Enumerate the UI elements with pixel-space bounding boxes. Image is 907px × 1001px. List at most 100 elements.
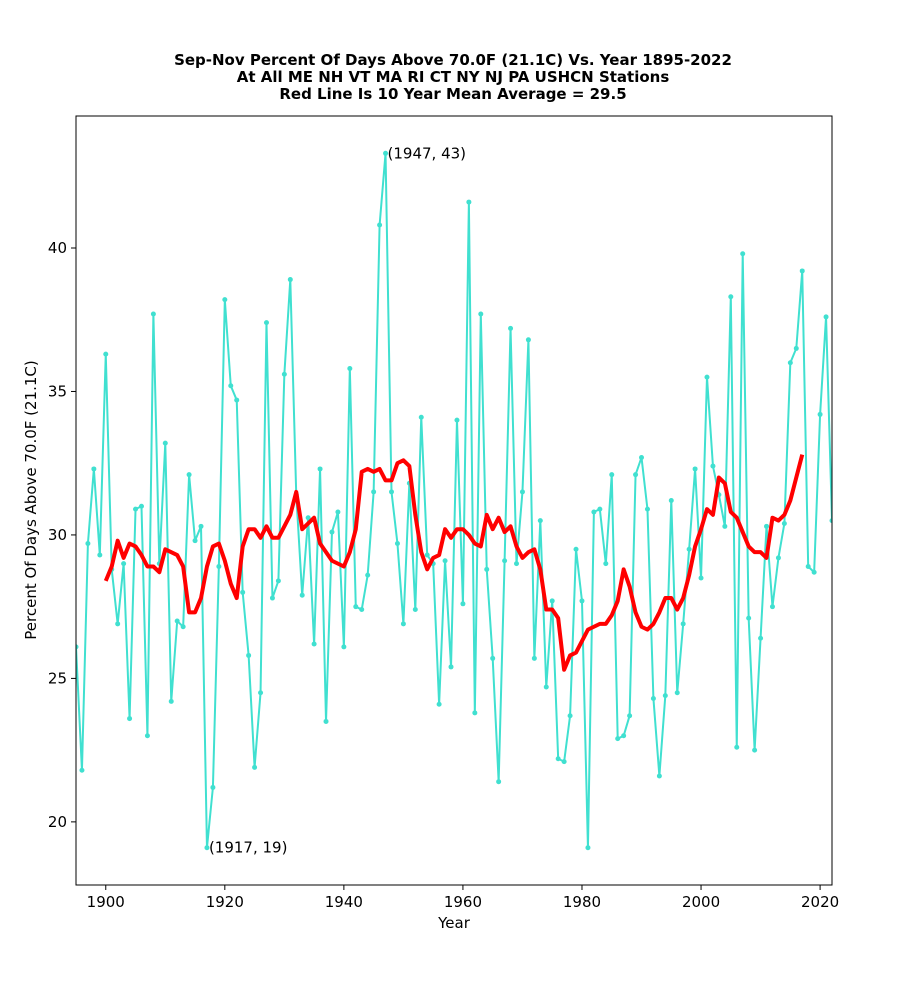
data-point bbox=[633, 472, 639, 478]
data-point bbox=[710, 463, 716, 469]
data-point bbox=[692, 466, 698, 472]
data-point bbox=[216, 564, 222, 569]
data-point bbox=[769, 604, 775, 610]
data-point bbox=[91, 466, 97, 472]
data-point bbox=[133, 506, 139, 512]
data-point bbox=[287, 277, 293, 283]
data-point bbox=[591, 509, 597, 515]
data-point bbox=[514, 561, 519, 567]
data-point bbox=[775, 555, 781, 561]
data-point bbox=[174, 618, 180, 624]
data-point bbox=[103, 351, 109, 357]
data-point bbox=[817, 411, 823, 417]
data-point bbox=[639, 454, 645, 460]
data-point bbox=[603, 561, 609, 567]
data-point bbox=[204, 845, 210, 851]
data-point bbox=[115, 621, 121, 627]
x-axis-label: Year bbox=[437, 914, 471, 932]
chart-title: Sep-Nov Percent Of Days Above 70.0F (21.… bbox=[174, 51, 732, 103]
data-point bbox=[192, 538, 198, 544]
y-axis-label: Percent Of Days Above 70.0F (21.1C) bbox=[22, 360, 40, 639]
x-tick-label: 2000 bbox=[682, 893, 720, 911]
data-point bbox=[829, 518, 832, 524]
data-point bbox=[585, 845, 591, 851]
data-point bbox=[347, 366, 353, 372]
data-point bbox=[210, 784, 216, 790]
series-0 bbox=[76, 150, 832, 851]
data-point bbox=[365, 572, 371, 578]
data-point bbox=[799, 268, 805, 274]
y-tick-label: 30 bbox=[48, 526, 67, 544]
x-tick-label: 1940 bbox=[325, 893, 363, 911]
data-point bbox=[305, 515, 311, 521]
data-point bbox=[781, 520, 787, 526]
data-point bbox=[508, 325, 514, 331]
data-point bbox=[162, 440, 168, 446]
data-point bbox=[150, 311, 156, 317]
x-tick-label: 1900 bbox=[87, 893, 125, 911]
data-point bbox=[746, 615, 752, 621]
x-tick-label: 1920 bbox=[206, 893, 244, 911]
data-point bbox=[764, 523, 770, 529]
data-point bbox=[412, 607, 418, 613]
data-point bbox=[400, 621, 406, 627]
chart-title-line-2: At All ME NH VT MA RI CT NY NJ PA USHCN … bbox=[237, 68, 670, 86]
data-point bbox=[335, 509, 341, 515]
data-point bbox=[329, 529, 335, 535]
data-point bbox=[543, 684, 549, 690]
data-point bbox=[537, 518, 543, 524]
data-point bbox=[466, 199, 472, 205]
data-point bbox=[341, 644, 347, 650]
data-point bbox=[579, 598, 585, 604]
plot-area: (1947, 43) (1917, 19) bbox=[75, 115, 833, 886]
data-point bbox=[567, 713, 573, 719]
data-point bbox=[627, 713, 633, 719]
y-axis: 20 25 30 35 40 bbox=[48, 239, 76, 831]
x-axis: 1900 1920 1940 1960 1980 2000 2020 bbox=[87, 885, 839, 911]
data-point bbox=[311, 641, 317, 647]
data-point bbox=[394, 541, 400, 547]
data-point bbox=[317, 466, 323, 472]
data-point bbox=[383, 150, 389, 156]
data-point bbox=[323, 718, 329, 724]
data-point bbox=[752, 747, 758, 753]
data-point bbox=[680, 621, 686, 627]
data-point bbox=[228, 383, 234, 389]
series-1 bbox=[103, 454, 805, 672]
data-point bbox=[519, 489, 525, 495]
data-point bbox=[371, 489, 377, 495]
y-tick-label: 35 bbox=[48, 382, 67, 400]
data-point bbox=[662, 693, 668, 699]
mean-line bbox=[103, 454, 805, 672]
data-point bbox=[460, 601, 466, 607]
data-point bbox=[740, 251, 746, 257]
data-point bbox=[377, 222, 383, 228]
data-point bbox=[734, 744, 740, 750]
data-point bbox=[389, 489, 394, 495]
data-point bbox=[448, 664, 454, 670]
data-point bbox=[686, 546, 692, 552]
data-point bbox=[656, 773, 662, 779]
data-point bbox=[454, 417, 460, 423]
data-point bbox=[168, 698, 174, 704]
data-point bbox=[85, 541, 91, 547]
data-point bbox=[531, 655, 537, 661]
data-point bbox=[573, 546, 579, 552]
data-point bbox=[299, 592, 305, 598]
chart-title-line-3: Red Line Is 10 Year Mean Average = 29.5 bbox=[279, 85, 626, 103]
data-point bbox=[79, 767, 85, 773]
x-tick-label: 2020 bbox=[801, 893, 839, 911]
data-point bbox=[222, 297, 228, 303]
plot-frame bbox=[75, 115, 833, 886]
data-point bbox=[353, 604, 359, 610]
data-point bbox=[246, 652, 252, 658]
data-point bbox=[650, 695, 656, 701]
data-point bbox=[234, 397, 240, 403]
data-point bbox=[787, 360, 793, 366]
data-point bbox=[269, 595, 275, 601]
data-point bbox=[275, 578, 281, 584]
data-point bbox=[281, 371, 287, 377]
y-tick-label: 40 bbox=[48, 239, 67, 257]
chart-title-line-1: Sep-Nov Percent Of Days Above 70.0F (21.… bbox=[174, 51, 732, 69]
